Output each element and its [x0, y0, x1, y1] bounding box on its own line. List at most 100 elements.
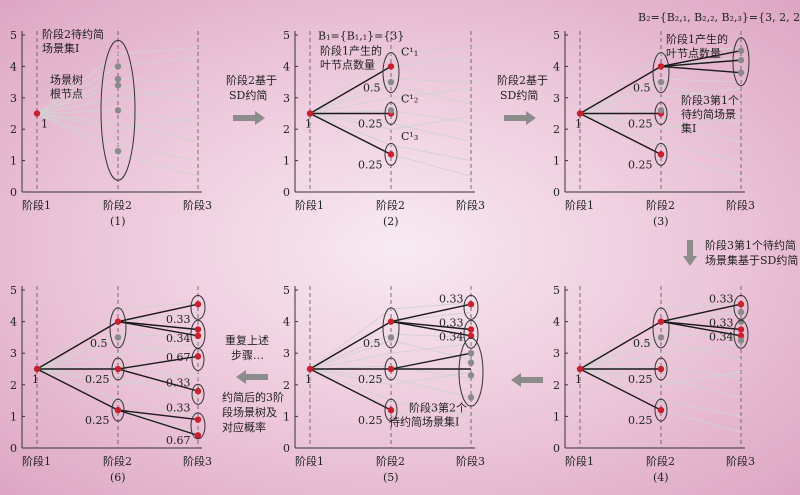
red-node [194, 332, 202, 340]
axes-p2: 0 1 2 3 4 5 阶段1 阶段2 阶段3 (2) [283, 29, 485, 228]
tree-branch [579, 112, 662, 155]
arrow-label: 约简后的3阶 [222, 390, 284, 404]
cluster-ring [190, 294, 206, 320]
tree-branch [660, 65, 742, 74]
y-tick-label: 1 [553, 155, 560, 168]
x-tick-label: 阶段2 [646, 198, 675, 212]
gray-node [467, 350, 475, 357]
x-tick-label: 阶段2 [103, 454, 132, 468]
red-node [114, 365, 122, 373]
tree-branch [660, 50, 742, 68]
background-scenario-path [309, 368, 472, 417]
y-tick-label: 1 [283, 155, 290, 168]
cluster-label: C¹₃ [401, 130, 418, 143]
cluster-ring [190, 412, 206, 440]
y-tick-label: 0 [283, 442, 290, 455]
tree-branch [117, 368, 199, 392]
gray-node [387, 107, 395, 114]
arrow-shape [683, 240, 697, 266]
background-scenario-path [309, 368, 472, 398]
prob-label: 0.25 [628, 373, 653, 386]
gray-node [737, 56, 745, 64]
y-tick-label: 5 [10, 29, 17, 42]
red-node [387, 406, 395, 414]
set-note: 阶段3第1个 [681, 93, 739, 107]
background-scenario-path [579, 113, 742, 130]
panel-6: 1 0.5 0.25 0.25 0.33 0.34 0.67 0.33 0.33 0.67 [32, 294, 206, 447]
set-ellipse [732, 37, 750, 87]
arrow-1-to-2 [233, 111, 265, 125]
y-tick-label: 3 [553, 347, 560, 360]
prob-label: 0.25 [358, 118, 383, 131]
background-scenario-path [579, 87, 742, 114]
cluster-ring [384, 398, 398, 422]
y-tick-label: 3 [553, 92, 560, 105]
red-node [194, 326, 202, 333]
y-tick-label: 1 [283, 410, 290, 423]
tree-branch [309, 320, 392, 370]
arrow-shape [236, 370, 268, 384]
y-tick-label: 4 [10, 316, 17, 329]
prob-label: 0.25 [85, 373, 110, 386]
cluster-ring [111, 357, 125, 381]
background-scenario-path [36, 47, 199, 114]
background-scenario-path [579, 113, 742, 143]
red-node [467, 301, 475, 308]
gray-node [467, 394, 475, 401]
cluster-ring [654, 102, 668, 125]
gray-node [387, 78, 395, 86]
prob-label: 1 [305, 118, 312, 131]
y-tick-label: 1 [553, 410, 560, 423]
set-note: 阶段3第2个 [409, 401, 467, 415]
tree-branch [36, 368, 119, 411]
tree-branch [117, 409, 199, 421]
x-tick-label: 阶段2 [376, 198, 405, 212]
prob-label: 0.34 [166, 332, 191, 345]
x-tick-label: 阶段2 [646, 454, 675, 468]
background-scenario-path [36, 368, 199, 398]
gray-node [737, 337, 745, 344]
y-tick-label: 5 [10, 284, 17, 297]
panel-4: 1 0.5 0.25 0.25 0.33 0.33 0.34 [575, 293, 749, 433]
red-node [576, 365, 584, 373]
x-tick-label: 阶段3 [726, 454, 755, 468]
red-node [657, 151, 665, 158]
gray-node [737, 47, 745, 54]
arrow-label: 对应概率 [222, 420, 266, 434]
set-ellipse [458, 337, 484, 407]
gray-node [467, 359, 475, 366]
tree-branch [309, 112, 392, 155]
background-scenario-path [579, 343, 742, 370]
root-probability: 1 [41, 118, 48, 131]
prob-label: 0.34 [709, 331, 734, 344]
arrow-label: 场景集基于SD约简 [705, 253, 798, 267]
arrow-label: 段场景树及 [222, 405, 277, 419]
x-tick-label: 阶段2 [376, 454, 405, 468]
prob-label: 1 [305, 373, 312, 386]
prob-label: 0.5 [633, 337, 651, 350]
red-node [114, 406, 122, 414]
arrow-label: 阶段3第1个待约简 [705, 238, 796, 252]
formula: B₂={B₂,₁, B₂,₂, B₂,₃}={3, 2, 2} [638, 11, 800, 24]
prob-label: 0.25 [85, 414, 110, 427]
formula-note: 叶节点数量 [666, 47, 721, 60]
cluster-ring [384, 102, 398, 125]
x-tick-label: 阶段1 [22, 454, 51, 468]
background-scenario-path [579, 368, 742, 386]
y-tick-label: 4 [283, 60, 290, 73]
gray-node [114, 75, 122, 83]
red-node [387, 365, 395, 373]
gray-node [657, 334, 665, 341]
prob-label: 0.5 [363, 337, 381, 350]
y-tick-label: 5 [283, 284, 290, 297]
background-scenario-path [36, 343, 199, 370]
tree-branch [117, 303, 199, 323]
prob-label: 0.25 [358, 158, 383, 171]
cluster-ring [654, 142, 668, 166]
background-scenario-path [36, 368, 199, 386]
cluster-ring [463, 294, 479, 320]
red-node [467, 332, 475, 340]
cluster-ring [733, 294, 749, 320]
